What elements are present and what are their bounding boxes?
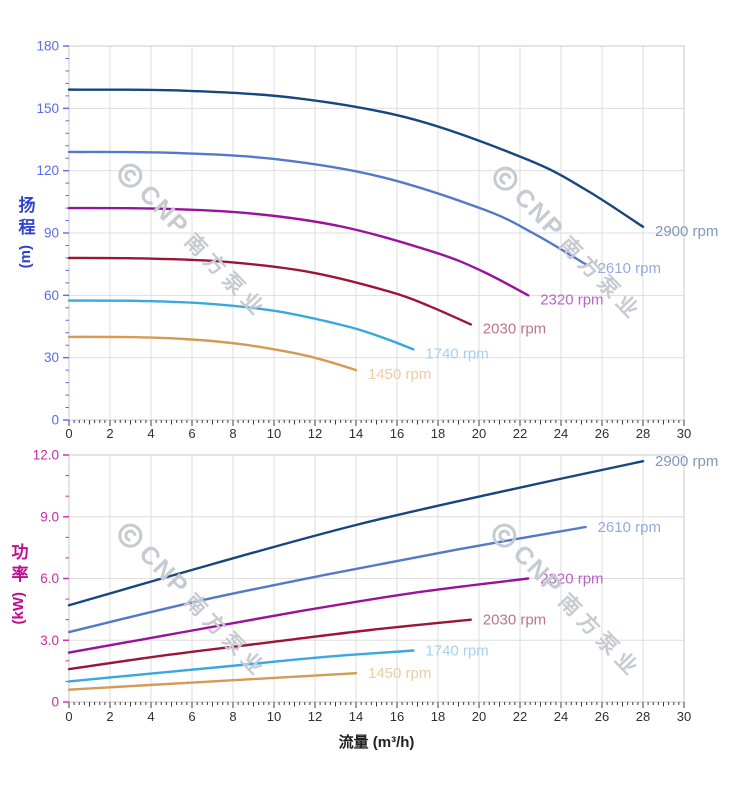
head-axis-title-text: 扬程 [15,196,35,240]
head-flow-chart: 0 2 4 6 8 10 12 14 16 18 20 22 24 26 28 300306090120150… [36,39,718,442]
curve-label-2900-rpm: 2900 rpm [655,223,718,240]
y-tick-label: 3.0 [40,633,59,648]
x-tick-label: 4 [147,426,154,441]
x-tick-label: 2 [106,426,113,441]
curve-label-1450-rpm: 1450 rpm [368,366,431,383]
x-tick-label: 26 [595,426,609,441]
x-tick-label: 6 [188,426,195,441]
curve-1740-rpm [67,649,415,683]
curve-label-2320-rpm: 2320 rpm [540,571,603,588]
x-tick-label: 16 [390,709,404,724]
curve-1450-rpm [67,335,358,372]
y-tick-label: 12.0 [33,448,59,463]
y-tick-label: 60 [44,288,59,303]
x-tick-label: 18 [431,709,445,724]
power-axis-title: 功率 (kW) [5,543,31,625]
x-tick-label: 18 [431,426,445,441]
x-tick-label: 28 [636,709,650,724]
x-tick-label: 6 [188,709,195,724]
y-tick-label: 150 [36,101,59,116]
power-axis-unit: (kW) [9,592,27,625]
power-axis-title-text: 功率 [8,543,28,587]
curve-2610-rpm [67,525,587,634]
curve-label-1740-rpm: 1740 rpm [425,345,488,362]
x-tick-label: 10 [267,709,281,724]
x-tick-label: 8 [229,426,236,441]
curve-2030-rpm [67,256,472,326]
curve-1740-rpm [67,299,415,351]
x-tick-label: 8 [229,709,236,724]
curve-2900-rpm [67,88,645,228]
x-tick-label: 30 [677,709,691,724]
x-tick-label: 28 [636,426,650,441]
x-tick-label: 0 [65,426,72,441]
x-tick-label: 30 [677,426,691,441]
x-tick-label: 12 [308,426,322,441]
x-tick-label: 10 [267,426,281,441]
head-axis-title: 扬程 (m) [12,196,38,268]
curve-1450-rpm [67,672,358,691]
y-tick-label: 120 [36,163,59,178]
y-tick-label: 9.0 [40,509,59,524]
curve-label-2610-rpm: 2610 rpm [598,519,661,536]
curve-2610-rpm [67,150,587,266]
curve-2320-rpm [67,577,530,654]
x-tick-label: 24 [554,426,568,441]
y-tick-label: 6.0 [40,571,59,586]
y-tick-label: 180 [36,39,59,54]
x-tick-label: 22 [513,709,527,724]
curve-2900-rpm [67,460,645,607]
curve-label-2320-rpm: 2320 rpm [540,291,603,308]
x-tick-label: 24 [554,709,568,724]
y-tick-label: 0 [51,413,59,428]
y-tick-label: 90 [44,226,59,241]
x-tick-label: 26 [595,709,609,724]
x-tick-label: 16 [390,426,404,441]
x-tick-label: 20 [472,709,486,724]
head-axis-unit: (m) [16,245,34,269]
curve-label-1450-rpm: 1450 rpm [368,665,431,682]
x-tick-label: 14 [349,709,363,724]
curve-label-2030-rpm: 2030 rpm [483,612,546,629]
x-tick-label: 14 [349,426,363,441]
y-tick-label: 0 [51,695,59,710]
curve-label-1740-rpm: 1740 rpm [425,643,488,660]
x-tick-label: 20 [472,426,486,441]
x-tick-label: 0 [65,709,72,724]
x-tick-label: 22 [513,426,527,441]
x-tick-label: 12 [308,709,322,724]
y-tick-label: 30 [44,350,59,365]
curve-label-2900-rpm: 2900 rpm [655,453,718,470]
x-tick-label: 2 [106,709,113,724]
curve-2320-rpm [67,206,530,297]
power-flow-chart: 0 2 4 6 8 10 12 14 16 18 20 22 24 26 28 3003.06.09.012.… [33,448,719,725]
curve-label-2030-rpm: 2030 rpm [483,320,546,337]
flow-axis-title: 流量 (m³/h) [338,734,415,751]
x-tick-label: 4 [147,709,154,724]
curve-2030-rpm [67,618,472,671]
curve-label-2610-rpm: 2610 rpm [598,260,661,277]
